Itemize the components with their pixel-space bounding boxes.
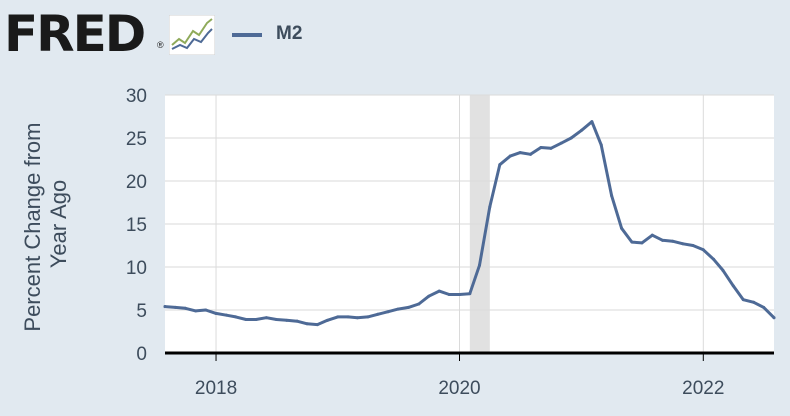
data-point-2019-12-01[interactable] xyxy=(447,293,451,297)
data-point-2017-12-01[interactable] xyxy=(204,308,208,312)
legend-label-m2[interactable]: M2 xyxy=(276,23,303,44)
data-point-2019-08-01[interactable] xyxy=(406,305,410,309)
registered-mark: ® xyxy=(157,40,164,50)
data-point-2021-07-01[interactable] xyxy=(640,241,644,245)
data-point-2018-10-01[interactable] xyxy=(305,322,309,326)
data-points xyxy=(163,120,776,327)
data-point-2022-04-01[interactable] xyxy=(731,284,735,288)
data-point-2022-06-01[interactable] xyxy=(752,300,756,304)
data-point-2021-01-01[interactable] xyxy=(580,128,584,132)
data-point-2019-09-01[interactable] xyxy=(417,302,421,306)
data-point-2018-01-01[interactable] xyxy=(214,311,218,315)
data-point-2021-03-01[interactable] xyxy=(599,143,603,147)
data-point-2018-09-01[interactable] xyxy=(295,319,299,323)
x-tick-labels: 2018 2020 2022 xyxy=(195,378,725,399)
data-point-2021-08-01[interactable] xyxy=(650,233,654,237)
data-point-2022-08-01[interactable] xyxy=(772,316,776,320)
data-point-2019-07-01[interactable] xyxy=(396,307,400,311)
y-axis-title: Percent Change from Year Ago xyxy=(20,116,71,331)
data-point-2018-07-01[interactable] xyxy=(274,317,278,321)
data-point-2018-05-01[interactable] xyxy=(254,317,258,321)
data-point-2022-05-01[interactable] xyxy=(741,298,745,302)
data-point-2020-10-01[interactable] xyxy=(549,146,553,150)
fred-logo[interactable]: FRED xyxy=(4,5,146,63)
data-point-2017-10-01[interactable] xyxy=(183,306,187,310)
y-tick-label-20: 20 xyxy=(126,172,147,193)
data-point-2020-08-01[interactable] xyxy=(529,152,533,156)
data-point-2017-08-01[interactable] xyxy=(163,305,167,309)
data-point-2020-12-01[interactable] xyxy=(569,136,573,140)
x-tick-label-2018: 2018 xyxy=(195,378,237,399)
y-tick-label-5: 5 xyxy=(136,301,147,322)
data-point-2021-05-01[interactable] xyxy=(620,226,624,230)
data-point-2017-11-01[interactable] xyxy=(194,309,198,313)
data-point-2019-02-01[interactable] xyxy=(346,315,350,319)
y-tick-label-0: 0 xyxy=(136,344,147,365)
data-point-2019-05-01[interactable] xyxy=(376,312,380,316)
data-point-2020-04-01[interactable] xyxy=(488,205,492,209)
data-point-2019-03-01[interactable] xyxy=(355,316,359,320)
data-point-2020-11-01[interactable] xyxy=(559,141,563,145)
data-point-2019-04-01[interactable] xyxy=(366,315,370,319)
data-point-2021-09-01[interactable] xyxy=(661,238,665,242)
data-point-2022-03-01[interactable] xyxy=(721,268,725,272)
data-point-2021-11-01[interactable] xyxy=(681,242,685,246)
header: FRED ® M2 xyxy=(0,0,790,70)
y-tick-label-15: 15 xyxy=(126,215,147,236)
data-point-2018-03-01[interactable] xyxy=(234,315,238,319)
data-point-2022-02-01[interactable] xyxy=(712,257,716,261)
data-point-2019-10-01[interactable] xyxy=(427,294,431,298)
data-point-2020-06-01[interactable] xyxy=(508,154,512,158)
y-tick-labels: 0 5 10 15 20 25 30 xyxy=(126,86,147,365)
data-point-2022-07-01[interactable] xyxy=(762,305,766,309)
gridlines xyxy=(165,94,774,353)
data-point-2020-09-01[interactable] xyxy=(539,145,543,149)
data-point-2020-05-01[interactable] xyxy=(498,163,502,167)
data-point-2019-11-01[interactable] xyxy=(437,289,441,293)
legend-swatch-m2 xyxy=(232,33,262,37)
data-point-2018-11-01[interactable] xyxy=(315,323,319,327)
data-point-2020-03-01[interactable] xyxy=(478,263,482,267)
x-tick-label-2020: 2020 xyxy=(438,378,480,399)
data-point-2022-01-01[interactable] xyxy=(701,248,705,252)
y-tick-label-30: 30 xyxy=(126,86,147,107)
y-tick-label-25: 25 xyxy=(126,129,147,150)
data-point-2021-04-01[interactable] xyxy=(610,194,614,198)
data-point-2019-06-01[interactable] xyxy=(386,310,390,314)
line-graph-icon xyxy=(169,15,215,55)
x-tick-label-2022: 2022 xyxy=(682,378,724,399)
data-point-2021-10-01[interactable] xyxy=(671,239,675,243)
data-point-2018-06-01[interactable] xyxy=(264,316,268,320)
data-point-2017-09-01[interactable] xyxy=(173,305,177,309)
data-point-2018-12-01[interactable] xyxy=(325,318,329,322)
data-point-2021-12-01[interactable] xyxy=(691,244,695,247)
data-point-2020-02-01[interactable] xyxy=(468,292,472,296)
data-point-2019-01-01[interactable] xyxy=(336,315,340,319)
data-point-2021-02-01[interactable] xyxy=(590,120,594,124)
data-point-2020-01-01[interactable] xyxy=(457,293,461,297)
data-point-2018-08-01[interactable] xyxy=(285,318,289,322)
data-point-2021-06-01[interactable] xyxy=(630,240,634,244)
data-point-2020-07-01[interactable] xyxy=(518,151,522,155)
data-point-2018-04-01[interactable] xyxy=(244,317,248,321)
y-tick-label-10: 10 xyxy=(126,258,147,279)
data-point-2018-02-01[interactable] xyxy=(224,313,228,317)
